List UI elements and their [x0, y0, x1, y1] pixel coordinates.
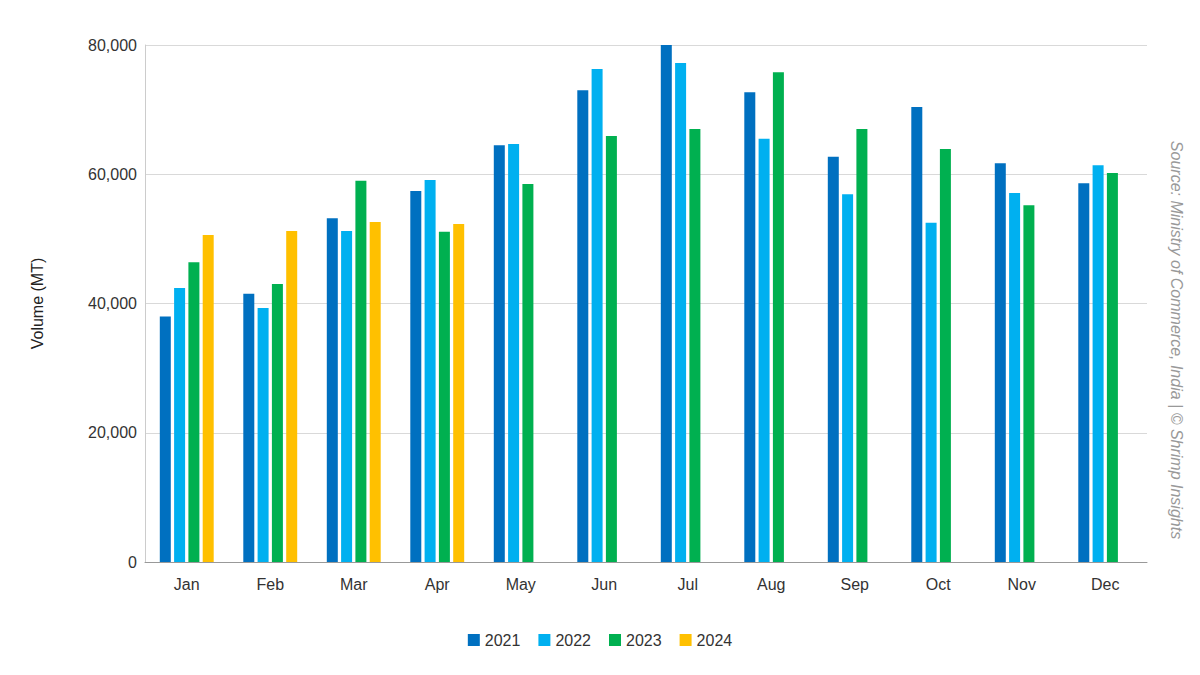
svg-text:Dec: Dec: [1091, 576, 1119, 593]
svg-text:Jun: Jun: [591, 576, 617, 593]
svg-text:2021: 2021: [485, 632, 521, 649]
svg-text:Nov: Nov: [1008, 576, 1036, 593]
svg-text:Apr: Apr: [425, 576, 451, 593]
svg-text:0: 0: [128, 554, 137, 571]
svg-text:Aug: Aug: [757, 576, 785, 593]
svg-text:Jul: Jul: [678, 576, 698, 593]
svg-text:2023: 2023: [626, 632, 662, 649]
svg-text:20,000: 20,000: [88, 424, 137, 441]
svg-text:Oct: Oct: [926, 576, 951, 593]
svg-text:May: May: [506, 576, 536, 593]
svg-text:60,000: 60,000: [88, 166, 137, 183]
svg-text:Volume (MT): Volume (MT): [29, 258, 46, 350]
svg-text:40,000: 40,000: [88, 295, 137, 312]
svg-text:Jan: Jan: [174, 576, 200, 593]
svg-text:80,000: 80,000: [88, 37, 137, 54]
svg-text:2022: 2022: [555, 632, 591, 649]
svg-text:Sep: Sep: [841, 576, 870, 593]
svg-text:Mar: Mar: [340, 576, 368, 593]
svg-text:2024: 2024: [697, 632, 733, 649]
svg-text:Source: Ministry of Commerce,: Source: Ministry of Commerce, India | © …: [1168, 141, 1185, 539]
svg-text:Feb: Feb: [256, 576, 284, 593]
